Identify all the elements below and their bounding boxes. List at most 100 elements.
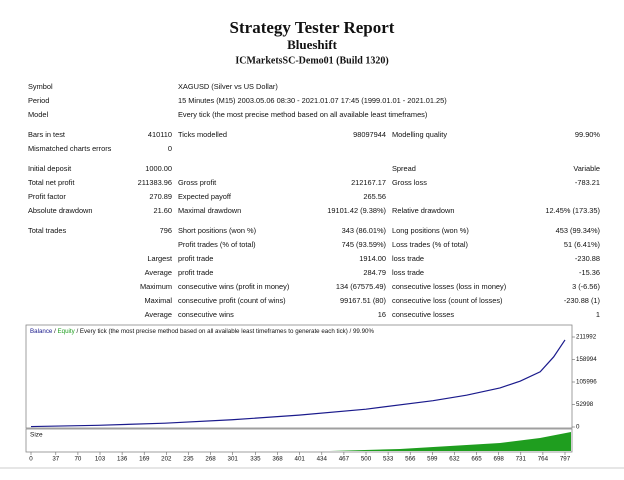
table-cell: -15.36 (579, 268, 600, 277)
table-cell: 16 (378, 310, 386, 319)
size-panel (25, 428, 573, 453)
table-cell: Maximum (140, 282, 172, 291)
table-cell: 21.60 (154, 206, 173, 215)
table-cell: 99.90% (575, 130, 600, 139)
table-cell: Symbol (28, 82, 53, 91)
table-cell: 3 (-6.56) (572, 282, 600, 291)
x-tick-label: 731 (516, 456, 527, 463)
y-tick-label: 211992 (576, 334, 597, 341)
table-cell: consecutive wins (profit in money) (178, 282, 289, 291)
table-cell: -783.21 (575, 178, 600, 187)
table-cell: Spread (392, 164, 416, 173)
table-cell: Model (28, 110, 48, 119)
x-tick-label: 0 (29, 456, 33, 463)
table-cell: 284.79 (363, 268, 386, 277)
table-cell: Relative drawdown (392, 206, 454, 215)
table-cell: consecutive profit (count of wins) (178, 296, 286, 305)
x-tick-label: 698 (494, 456, 505, 463)
table-cell: -230.88 (1) (564, 296, 600, 305)
table-cell: 0 (168, 144, 172, 153)
table-cell: Modelling quality (392, 130, 447, 139)
legend-item: Balance (30, 328, 53, 335)
table-cell: 12.45% (173.35) (545, 206, 600, 215)
table-cell: Profit trades (% of total) (178, 240, 256, 249)
table-cell: 270.89 (149, 192, 172, 201)
size-label: Size (30, 432, 43, 439)
x-tick-label: 401 (295, 456, 306, 463)
table-cell: Profit factor (28, 192, 66, 201)
table-cell: Largest (147, 254, 172, 263)
table-cell: 51 (6.41%) (564, 240, 600, 249)
table-cell: Absolute drawdown (28, 206, 93, 215)
x-tick-label: 665 (471, 456, 482, 463)
table-cell: consecutive losses (loss in money) (392, 282, 506, 291)
table-cell: 98097944 (353, 130, 386, 139)
table-cell: 1914.00 (359, 254, 386, 263)
table-cell: 15 Minutes (M15) 2003.05.06 08:30 - 2021… (178, 96, 447, 105)
table-cell: consecutive wins (178, 310, 234, 319)
table-cell: -230.88 (575, 254, 600, 263)
x-tick-label: 136 (117, 456, 128, 463)
x-tick-label: 467 (339, 456, 350, 463)
table-cell: 453 (99.34%) (556, 226, 600, 235)
table-cell: consecutive losses (392, 310, 454, 319)
table-cell: Every tick (the most precise method base… (178, 110, 427, 119)
table-cell: 134 (67575.49) (336, 282, 386, 291)
table-cell: 745 (93.59%) (342, 240, 386, 249)
table-cell: 796 (160, 226, 172, 235)
x-tick-label: 764 (538, 456, 549, 463)
table-cell: Ticks modelled (178, 130, 227, 139)
table-cell: Bars in test (28, 130, 65, 139)
table-cell: Initial deposit (28, 164, 71, 173)
x-tick-label: 368 (272, 456, 283, 463)
y-tick-label: 105996 (576, 379, 597, 386)
report-title: Strategy Tester Report (230, 18, 395, 37)
y-tick-label: 158994 (576, 356, 597, 363)
x-tick-label: 566 (405, 456, 416, 463)
x-tick-label: 268 (205, 456, 216, 463)
table-cell: Average (145, 310, 172, 319)
table-cell: profit trade (178, 268, 213, 277)
table-cell: 1 (596, 310, 600, 319)
table-cell: Short positions (won %) (178, 226, 256, 235)
table-cell: 212167.17 (351, 178, 386, 187)
legend-item: / (52, 328, 57, 335)
x-tick-label: 434 (317, 456, 328, 463)
table-cell: Average (145, 268, 172, 277)
table-cell: consecutive loss (count of losses) (392, 296, 503, 305)
table-cell: 211383.96 (138, 178, 172, 187)
balance-line (30, 339, 566, 428)
table-cell: Maximal drawdown (178, 206, 241, 215)
x-tick-label: 169 (139, 456, 150, 463)
table-cell: Loss trades (% of total) (392, 240, 468, 249)
table-cell: XAGUSD (Silver vs US Dollar) (178, 82, 278, 91)
table-cell: 1000.00 (145, 164, 172, 173)
table-cell: Total trades (28, 226, 67, 235)
x-tick-label: 500 (361, 456, 372, 463)
x-tick-label: 632 (449, 456, 460, 463)
x-tick-label: 599 (427, 456, 438, 463)
table-cell: Gross profit (178, 178, 216, 187)
x-tick-label: 797 (560, 456, 571, 463)
table-cell: Total net profit (28, 178, 74, 187)
table-cell: Variable (573, 164, 600, 173)
table-cell: loss trade (392, 268, 424, 277)
table-cell: Expected payoff (178, 192, 232, 201)
table-cell: 265.56 (363, 192, 386, 201)
x-tick-label: 301 (228, 456, 239, 463)
table-cell: profit trade (178, 254, 213, 263)
balance-panel (25, 324, 573, 429)
table-cell: 19101.42 (9.38%) (327, 206, 386, 215)
table-cell: 99167.51 (80) (340, 296, 386, 305)
table-cell: Maximal (144, 296, 172, 305)
table-cell: loss trade (392, 254, 424, 263)
table-cell: Mismatched charts errors (28, 144, 112, 153)
x-tick-label: 70 (74, 456, 81, 463)
legend-item: Equity (58, 328, 76, 335)
report-subtitle: Blueshift (287, 37, 338, 52)
y-tick-label: 52998 (576, 401, 594, 408)
x-tick-label: 202 (161, 456, 172, 463)
table-cell: Gross loss (392, 178, 427, 187)
